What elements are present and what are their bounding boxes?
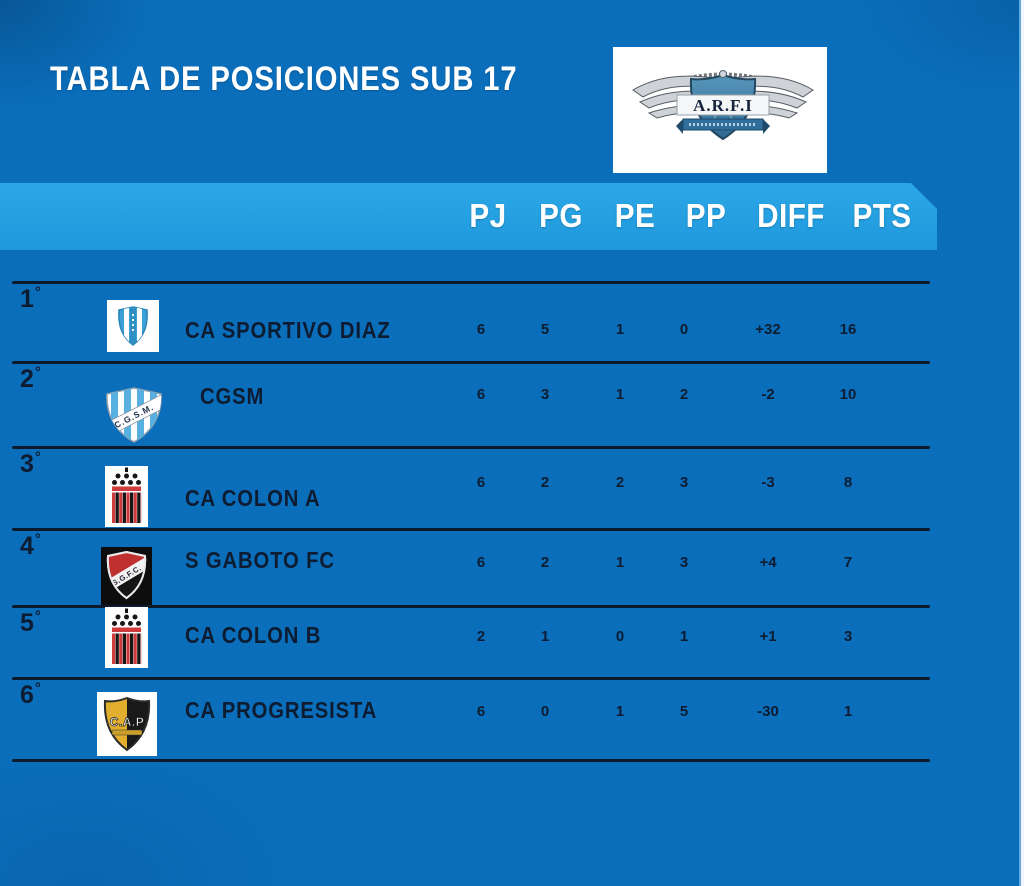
team-name: CA COLON B [185,622,322,648]
row-divider [12,759,930,762]
stat-pj: 6 [476,386,486,403]
stat-pg: 3 [540,386,550,403]
right-edge-accent [1019,0,1021,886]
rank-label: 4° [20,531,41,560]
stat-pe: 2 [615,474,625,491]
stat-pe: 1 [615,703,625,720]
row-divider [12,677,930,680]
column-header-pp: PP [685,197,727,234]
stat-pj: 6 [476,474,486,491]
stat-pj: 2 [476,628,486,645]
stat-pj: 6 [476,554,486,571]
stat-pg: 5 [540,321,550,338]
stat-pts: 16 [839,321,857,338]
stat-pg: 0 [540,703,550,720]
rank-label: 5° [20,608,41,637]
column-header-pj: PJ [469,197,507,234]
stat-diff: -3 [761,474,775,491]
stat-pg: 1 [540,628,550,645]
row-divider [12,446,930,449]
stat-diff: -2 [761,386,775,403]
row-divider [12,605,930,608]
stat-pe: 1 [615,554,625,571]
stat-pts: 1 [843,703,853,720]
ca-colon-badge-icon [105,466,148,527]
cgsm-badge-icon: C.G.S.M. [106,387,162,443]
cap-badge-label: C.A.P [110,715,145,729]
stat-pp: 0 [679,321,689,338]
stat-pg: 2 [540,554,550,571]
row-divider [12,361,930,364]
stat-pj: 6 [476,321,486,338]
stat-pe: 0 [615,628,625,645]
stat-diff: -30 [757,703,779,720]
team-name: CGSM [200,383,265,409]
arfi-logo-label: A.R.F.I [693,96,753,115]
s-gaboto-fc-badge-icon: S.G.F.C. [101,547,152,605]
stat-pe: 1 [615,386,625,403]
stat-pj: 6 [476,703,486,720]
ca-colon-badge-icon [105,607,148,668]
arfi-logo: A.R.F.I [613,47,827,173]
rank-label: 1° [20,284,41,313]
right-edge-border [1021,0,1024,886]
team-name: S GABOTO FC [185,547,335,573]
stat-diff: +4 [759,554,777,571]
column-header-pe: PE [614,197,656,234]
rank-label: 2° [20,364,41,393]
stat-pp: 5 [679,703,689,720]
stat-diff: +32 [755,321,781,338]
stat-pp: 2 [679,386,689,403]
row-divider [12,528,930,531]
stat-pp: 1 [679,628,689,645]
team-name: CA SPORTIVO DIAZ [185,317,391,343]
column-header-diff: DIFF [757,197,825,234]
stat-pg: 2 [540,474,550,491]
stat-pts: 8 [843,474,853,491]
stat-diff: +1 [759,628,777,645]
rank-label: 6° [20,680,41,709]
row-divider [12,281,930,284]
team-name: CA COLON A [185,485,321,511]
stat-pts: 3 [843,628,853,645]
rank-label: 3° [20,449,41,478]
stat-pts: 10 [839,386,857,403]
stat-pts: 7 [843,554,853,571]
ca-sportivo-diaz-badge-icon [107,300,159,352]
ca-progresista-badge-icon: C.A.P [97,692,157,756]
stat-pp: 3 [679,554,689,571]
stat-pp: 3 [679,474,689,491]
arfi-logo-icon: A.R.F.I [632,70,814,141]
table-header-band: PJ PG PE PP DIFF PTS [0,183,937,250]
column-header-pg: PG [539,197,583,234]
page-title: TABLA DE POSICIONES SUB 17 [50,60,518,98]
stat-pe: 1 [615,321,625,338]
column-header-pts: PTS [852,197,912,234]
team-name: CA PROGRESISTA [185,697,378,723]
